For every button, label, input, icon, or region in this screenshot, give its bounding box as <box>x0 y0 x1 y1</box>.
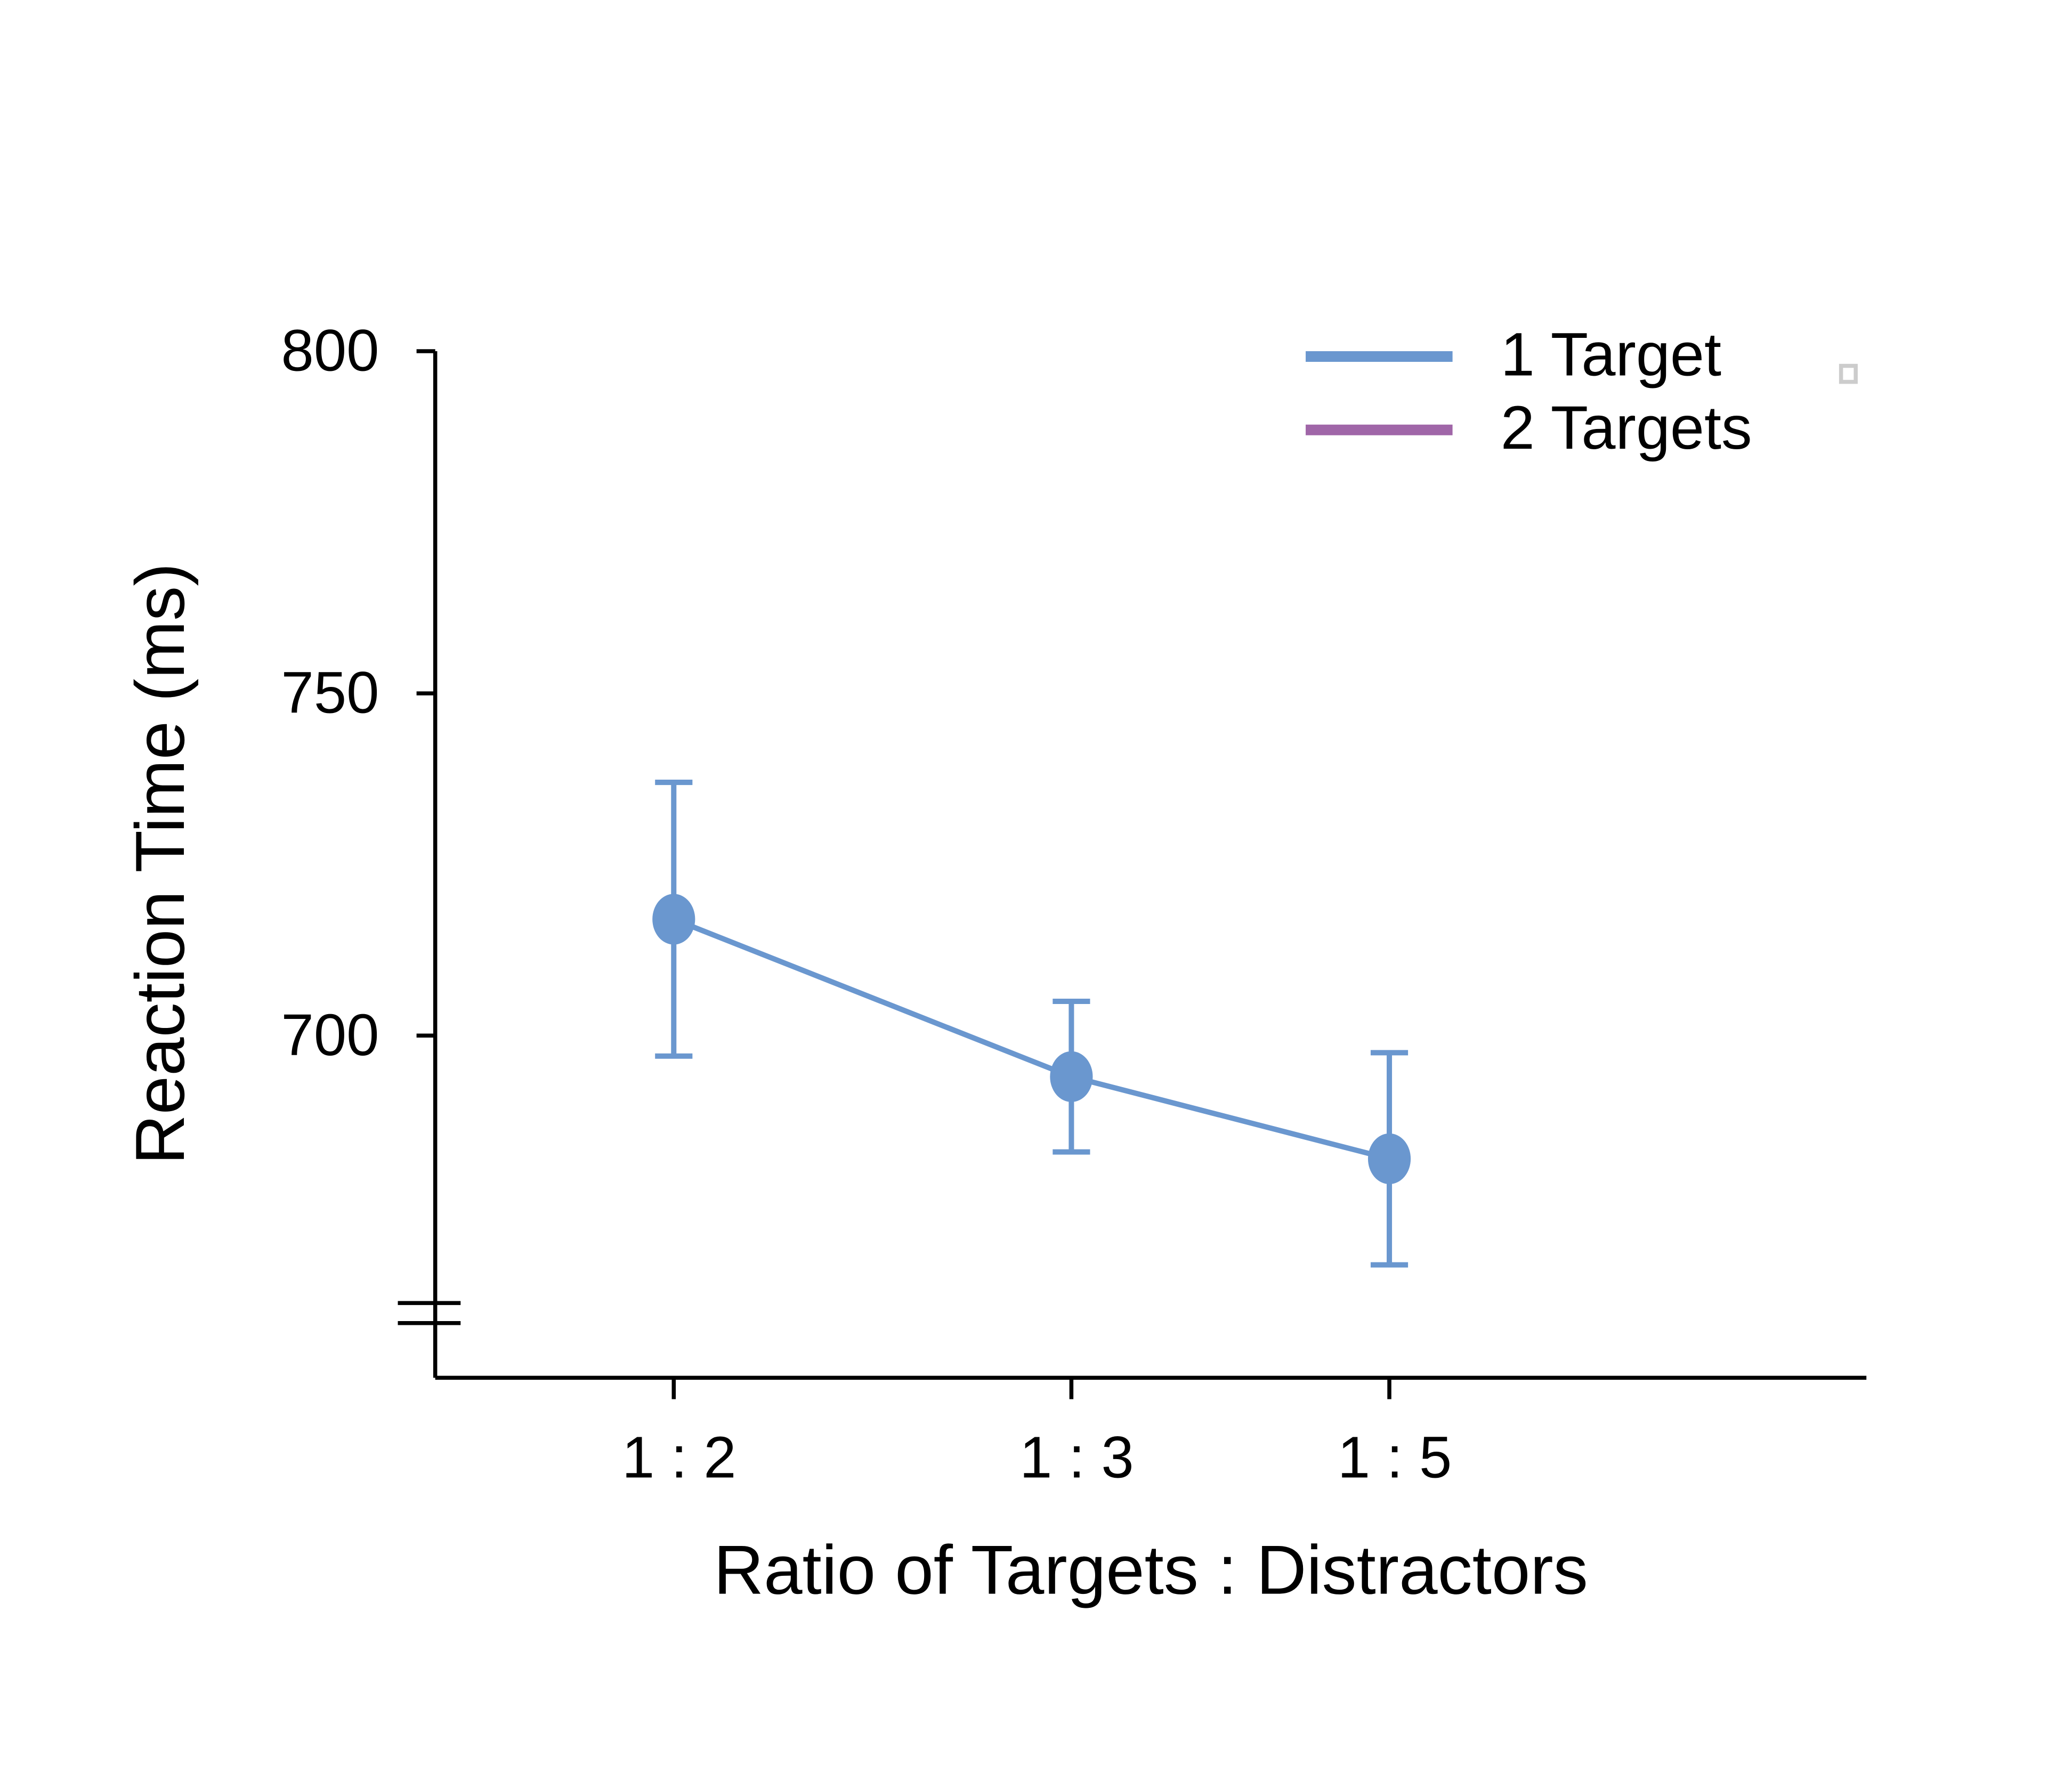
x-axis-label: Ratio of Targets : Distractors <box>714 1531 1588 1609</box>
y-tick-label: 750 <box>281 660 379 726</box>
point <box>1050 1051 1093 1102</box>
point <box>1367 1133 1411 1185</box>
point <box>652 894 695 945</box>
legend-label: 1 Target <box>1501 320 1721 388</box>
line <box>673 917 1390 1162</box>
x-tick-label: 1 : 2 <box>622 1424 736 1490</box>
legend-label: 2 Targets <box>1501 394 1752 462</box>
x-tick-label: 1 : 5 <box>1338 1424 1452 1490</box>
marker <box>1839 363 1858 384</box>
x-tick-label: 1 : 3 <box>1019 1424 1134 1490</box>
y-tick-label: 700 <box>281 1002 379 1068</box>
y-tick-label: 800 <box>281 318 379 384</box>
y-axis-label: Reaction Time (ms) <box>121 563 199 1164</box>
